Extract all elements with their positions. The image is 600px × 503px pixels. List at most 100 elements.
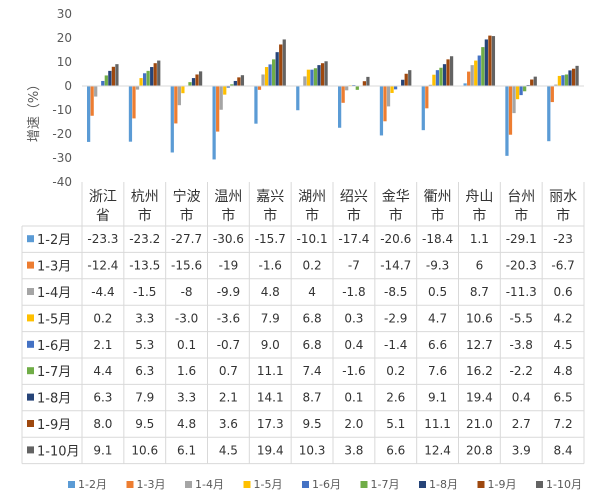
category-label-line: 温州 xyxy=(214,189,242,205)
row-label: 1-2月 xyxy=(37,233,71,248)
category-label-line: 市 xyxy=(305,207,319,224)
table-cell: 4.7 xyxy=(428,311,447,325)
row-legend-swatch xyxy=(27,446,34,454)
table-cell: 0.1 xyxy=(177,338,196,352)
table-cell: 12.7 xyxy=(466,338,493,352)
table-cell: -6.7 xyxy=(551,259,574,273)
row-label: 1-5月 xyxy=(37,312,71,327)
table-cell: 4.2 xyxy=(554,311,573,325)
table-cell: 7.4 xyxy=(303,364,322,378)
bar xyxy=(320,63,325,86)
bar xyxy=(519,86,523,96)
category-label-line: 宁波 xyxy=(173,188,201,205)
bar xyxy=(135,86,140,90)
table-cell: 12.4 xyxy=(424,443,451,457)
bar xyxy=(170,86,174,153)
table-cell: 5.1 xyxy=(386,417,405,431)
y-tick-label: -10 xyxy=(52,103,72,117)
category-label-line: 市 xyxy=(180,207,194,224)
bar xyxy=(362,81,366,86)
y-tick-label: 10 xyxy=(57,55,72,69)
table-cell: 1.6 xyxy=(177,364,196,378)
table-cell: 3.6 xyxy=(219,417,238,431)
bar xyxy=(533,76,537,86)
bar xyxy=(446,59,450,86)
table-cell: -1.5 xyxy=(133,285,156,299)
y-tick-label: 0 xyxy=(64,79,72,93)
table-cell: -1.6 xyxy=(342,364,365,378)
bar xyxy=(390,86,394,93)
legend-swatch xyxy=(360,481,368,488)
bar xyxy=(554,84,558,86)
bar xyxy=(233,80,237,86)
bar xyxy=(261,74,265,86)
bar xyxy=(240,75,245,86)
bar xyxy=(219,86,223,110)
legend-entry: 1-9月 xyxy=(488,478,517,491)
table-cell: -20.3 xyxy=(506,259,537,273)
row-label: 1-9月 xyxy=(37,418,71,433)
category-label: 绍兴市 xyxy=(340,189,368,224)
bar xyxy=(279,44,283,86)
table-cell: -3.6 xyxy=(217,311,240,325)
bar xyxy=(383,86,387,122)
bar xyxy=(313,68,318,86)
bar xyxy=(428,84,432,86)
bar xyxy=(571,68,576,86)
bar xyxy=(345,86,349,91)
bar xyxy=(317,65,321,86)
table-cell: -15.7 xyxy=(255,232,286,246)
table-cell: 11.1 xyxy=(424,417,451,431)
bar xyxy=(230,84,234,86)
bar xyxy=(153,63,157,86)
bar xyxy=(505,86,509,156)
row-legend-swatch xyxy=(27,314,34,322)
legend-swatch xyxy=(477,481,485,488)
table-cell: 7.9 xyxy=(135,391,154,405)
bar xyxy=(198,71,203,86)
bar xyxy=(101,80,105,86)
category-label-line: 丽水 xyxy=(549,189,577,205)
table-cell: 0.4 xyxy=(512,391,531,405)
category-label: 浙江省 xyxy=(89,189,117,224)
table-cell: 0.1 xyxy=(344,391,363,405)
bar xyxy=(237,77,241,86)
table-cell: -15.6 xyxy=(171,259,202,273)
bar xyxy=(272,59,276,86)
category-label-line: 绍兴 xyxy=(340,189,368,205)
table-cell: 4.8 xyxy=(554,364,573,378)
bar xyxy=(421,86,425,131)
bar xyxy=(195,74,199,86)
bar xyxy=(401,79,405,86)
table-cell: 0.3 xyxy=(344,311,363,325)
bar xyxy=(408,70,412,86)
bar xyxy=(111,66,115,86)
category-label: 宁波市 xyxy=(173,188,201,224)
table-cell: 11.1 xyxy=(257,364,284,378)
bar xyxy=(191,78,196,86)
table-cell: -14.7 xyxy=(380,259,411,273)
table-cell: 3.3 xyxy=(135,311,154,325)
bar xyxy=(303,76,307,86)
bar xyxy=(386,86,391,107)
bar xyxy=(393,86,398,90)
table-cell: -10.1 xyxy=(297,232,328,246)
row-legend-swatch xyxy=(27,235,34,243)
table-cell: -9.3 xyxy=(426,259,449,273)
bar xyxy=(481,47,485,86)
table-cell: 6.6 xyxy=(386,443,405,457)
table-cell: 14.1 xyxy=(257,391,284,405)
table-cell: 19.4 xyxy=(257,443,284,457)
legend-entry: 1-3月 xyxy=(137,478,166,491)
table-cell: -8.5 xyxy=(384,285,407,299)
table-cell: 4.5 xyxy=(219,443,238,457)
bar xyxy=(557,75,562,86)
bar xyxy=(268,64,272,86)
row-label: 1-4月 xyxy=(37,286,71,301)
bar xyxy=(226,86,230,88)
table-cell: -30.6 xyxy=(213,232,244,246)
bar xyxy=(90,86,94,116)
row-label: 1-3月 xyxy=(37,260,71,275)
table-cell: 6.5 xyxy=(554,391,573,405)
legend-swatch xyxy=(536,481,543,488)
